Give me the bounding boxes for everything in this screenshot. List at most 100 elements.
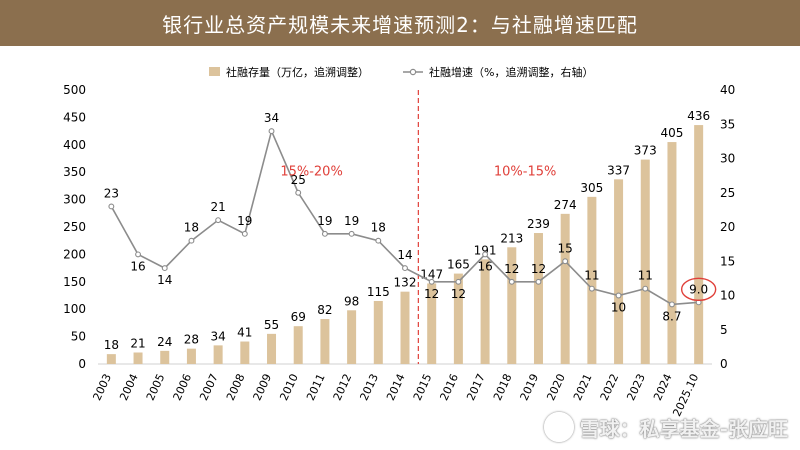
bar-value-label: 82 <box>317 303 332 317</box>
x-axis-tick: 2016 <box>437 372 461 403</box>
bar <box>427 283 437 364</box>
right-axis-tick: 40 <box>720 83 735 97</box>
bar-value-label: 239 <box>527 217 550 231</box>
legend-bar-swatch <box>209 67 220 76</box>
x-axis-tick: 2011 <box>304 372 328 403</box>
left-axis-tick: 200 <box>63 247 86 261</box>
bar <box>267 333 277 364</box>
x-axis-tick: 2003 <box>90 372 114 403</box>
bar <box>667 142 677 364</box>
left-axis-tick: 250 <box>63 220 86 234</box>
growth-point <box>161 265 168 272</box>
growth-point <box>615 292 622 299</box>
bar-value-label: 115 <box>367 285 390 299</box>
x-axis-tick: 2013 <box>357 372 381 403</box>
growth-point <box>669 301 675 308</box>
watermark-text: 雪球：私享基金-张应旺 <box>579 416 788 441</box>
bar-value-label: 21 <box>130 336 145 350</box>
growth-value-label: 12 <box>451 287 466 301</box>
growth-value-label: 8.7 <box>662 309 681 323</box>
growth-point <box>402 265 408 272</box>
growth-point <box>428 278 435 285</box>
bar <box>106 354 116 364</box>
bar-value-label: 34 <box>210 329 225 343</box>
right-axis-tick: 15 <box>720 254 735 268</box>
growth-value-label: 19 <box>344 214 359 228</box>
x-axis-tick: 2007 <box>197 372 221 403</box>
right-axis-tick: 0 <box>720 357 728 371</box>
legend-line-marker <box>409 68 417 76</box>
x-axis-tick: 2015 <box>411 372 435 403</box>
growth-point <box>642 285 649 292</box>
bar <box>133 352 143 364</box>
highlight-circle <box>680 277 717 302</box>
growth-point <box>455 278 462 285</box>
growth-value-label: 9.0 <box>689 282 708 296</box>
x-axis-tick: 2018 <box>491 372 515 403</box>
bar-value-label: 18 <box>104 338 119 352</box>
bar-value-label: 147 <box>420 267 443 281</box>
bar <box>640 159 650 364</box>
bar-value-label: 28 <box>184 333 199 347</box>
growth-value-label: 19 <box>237 214 252 228</box>
bar <box>400 291 410 364</box>
left-axis-tick: 150 <box>63 275 86 289</box>
left-axis-tick: 450 <box>63 110 86 124</box>
left-axis-tick: 0 <box>78 357 86 371</box>
growth-point <box>108 203 115 210</box>
bar <box>587 196 597 364</box>
growth-value-label: 23 <box>104 186 119 200</box>
right-axis-tick: 5 <box>720 323 728 337</box>
bar-value-label: 24 <box>157 335 172 349</box>
growth-point <box>562 258 569 265</box>
x-axis-tick: 2017 <box>464 372 488 403</box>
bar <box>293 326 303 364</box>
bar <box>373 300 383 364</box>
x-axis-tick: 2012 <box>331 372 355 403</box>
right-axis-tick: 25 <box>720 186 735 200</box>
title-bar: 银行业总资产规模未来增速预测2：与社融增速匹配 <box>0 0 800 46</box>
bar-value-label: 213 <box>500 231 523 245</box>
growth-value-label: 15 <box>558 241 573 255</box>
right-axis-tick: 10 <box>720 289 735 303</box>
bar <box>560 213 570 364</box>
bar-value-label: 165 <box>447 258 470 272</box>
bar-value-label: 98 <box>344 294 359 308</box>
growth-value-label: 16 <box>477 259 492 273</box>
x-axis-tick: 2004 <box>117 372 141 403</box>
legend-line-label: 社融增速（%，追溯调整，右轴） <box>429 65 593 79</box>
growth-value-label: 12 <box>531 262 546 276</box>
x-axis-tick: 2014 <box>384 372 408 403</box>
bar <box>453 273 463 364</box>
legend-bar-label: 社融存量（万亿，追溯调整） <box>226 65 369 79</box>
chart: 社融存量（万亿，追溯调整） 社融增速（%，追溯调整，右轴）050100150200… <box>63 65 735 419</box>
bar <box>614 179 624 364</box>
growth-point <box>588 285 595 292</box>
bar-value-label: 132 <box>394 276 417 290</box>
growth-value-label: 18 <box>184 221 199 235</box>
x-axis-tick: 2009 <box>251 372 275 403</box>
snowball-logo-icon <box>543 412 574 442</box>
growth-point <box>508 278 515 285</box>
right-axis-tick: 35 <box>720 117 735 131</box>
bar-value-label: 405 <box>661 126 684 140</box>
bar <box>160 350 170 364</box>
growth-point <box>482 251 489 258</box>
x-axis-tick: 2010 <box>277 372 301 403</box>
growth-value-label: 16 <box>130 259 145 273</box>
growth-value-label: 25 <box>291 173 306 187</box>
growth-value-label: 19 <box>317 214 332 228</box>
bar-value-label: 191 <box>474 243 497 257</box>
x-axis-tick: 2023 <box>624 372 648 403</box>
range-annotation: 10%-15% <box>494 165 556 180</box>
growth-point <box>321 230 328 237</box>
x-axis-tick: 2005 <box>144 372 168 403</box>
growth-value-label: 10 <box>611 301 626 315</box>
bar <box>533 233 543 364</box>
bar-value-label: 55 <box>264 318 279 332</box>
bar <box>507 247 517 364</box>
bar <box>480 259 490 364</box>
growth-value-label: 14 <box>397 248 412 262</box>
x-axis-tick: 2019 <box>518 372 542 403</box>
bar-value-label: 41 <box>237 326 252 340</box>
